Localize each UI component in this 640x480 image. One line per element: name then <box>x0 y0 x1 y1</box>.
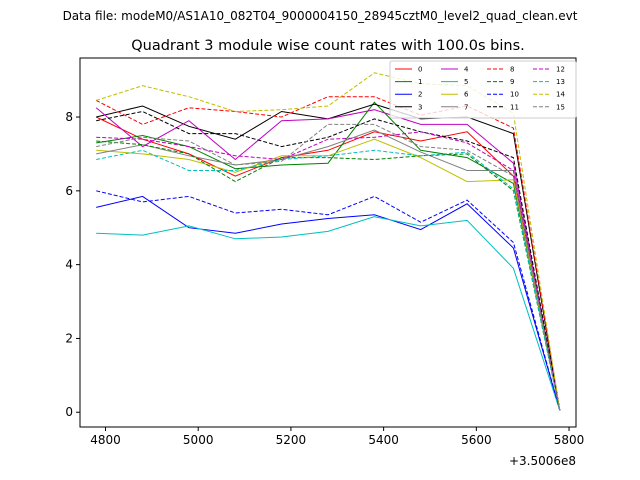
x-tick-label: 5800 <box>554 433 585 447</box>
series-line-14 <box>96 72 561 411</box>
series-line-15 <box>96 123 561 411</box>
axis-ticks: 4800 5000 5200 5400 5600 5800 0 2 4 6 8 <box>65 110 584 447</box>
series-line-9 <box>96 140 561 411</box>
y-tick-label: 0 <box>65 405 73 419</box>
y-tick-label: 8 <box>65 110 73 124</box>
plot-area <box>79 57 577 428</box>
series-line-5 <box>96 216 561 411</box>
legend-label-15: 15 <box>556 103 565 111</box>
series-line-12 <box>96 131 561 411</box>
legend-label-9: 9 <box>510 78 514 86</box>
x-tick-label: 5200 <box>276 433 307 447</box>
legend-label-4: 4 <box>464 66 469 74</box>
series-line-4 <box>95 107 561 411</box>
series-line-6 <box>96 138 561 411</box>
y-tick-label: 4 <box>65 258 73 272</box>
legend-label-1: 1 <box>418 78 422 86</box>
legend-label-10: 10 <box>510 91 519 99</box>
x-tick-label: 5000 <box>183 433 214 447</box>
series-line-2 <box>96 195 561 411</box>
series-line-11 <box>96 110 561 411</box>
y-tick-label: 2 <box>65 331 73 345</box>
legend-label-7: 7 <box>464 103 468 111</box>
legend-label-0: 0 <box>418 66 422 74</box>
legend-label-6: 6 <box>464 91 469 99</box>
legend-label-8: 8 <box>510 66 514 74</box>
x-tick-label: 5600 <box>461 433 492 447</box>
chart-title: Quadrant 3 module wise count rates with … <box>131 38 525 54</box>
legend-label-11: 11 <box>510 103 519 111</box>
series-line-10 <box>96 190 561 411</box>
legend-label-5: 5 <box>464 78 468 86</box>
series-line-7 <box>96 129 561 411</box>
series-lines <box>95 72 561 411</box>
chart-suptitle: Data file: modeM0/AS1A10_082T04_90000041… <box>63 9 578 23</box>
legend-label-13: 13 <box>556 78 565 86</box>
y-tick-label: 6 <box>65 184 73 198</box>
legend-label-12: 12 <box>556 66 565 74</box>
legend-label-2: 2 <box>418 91 422 99</box>
series-line-0 <box>95 116 561 411</box>
legend-label-3: 3 <box>418 103 422 111</box>
x-axis-offset-label: +3.5006e8 <box>509 454 576 468</box>
x-tick-label: 5400 <box>368 433 399 447</box>
x-tick-label: 4800 <box>90 433 121 447</box>
series-line-13 <box>96 149 561 411</box>
legend-label-14: 14 <box>556 91 565 99</box>
series-line-1 <box>96 101 561 411</box>
legend-box <box>389 60 577 119</box>
